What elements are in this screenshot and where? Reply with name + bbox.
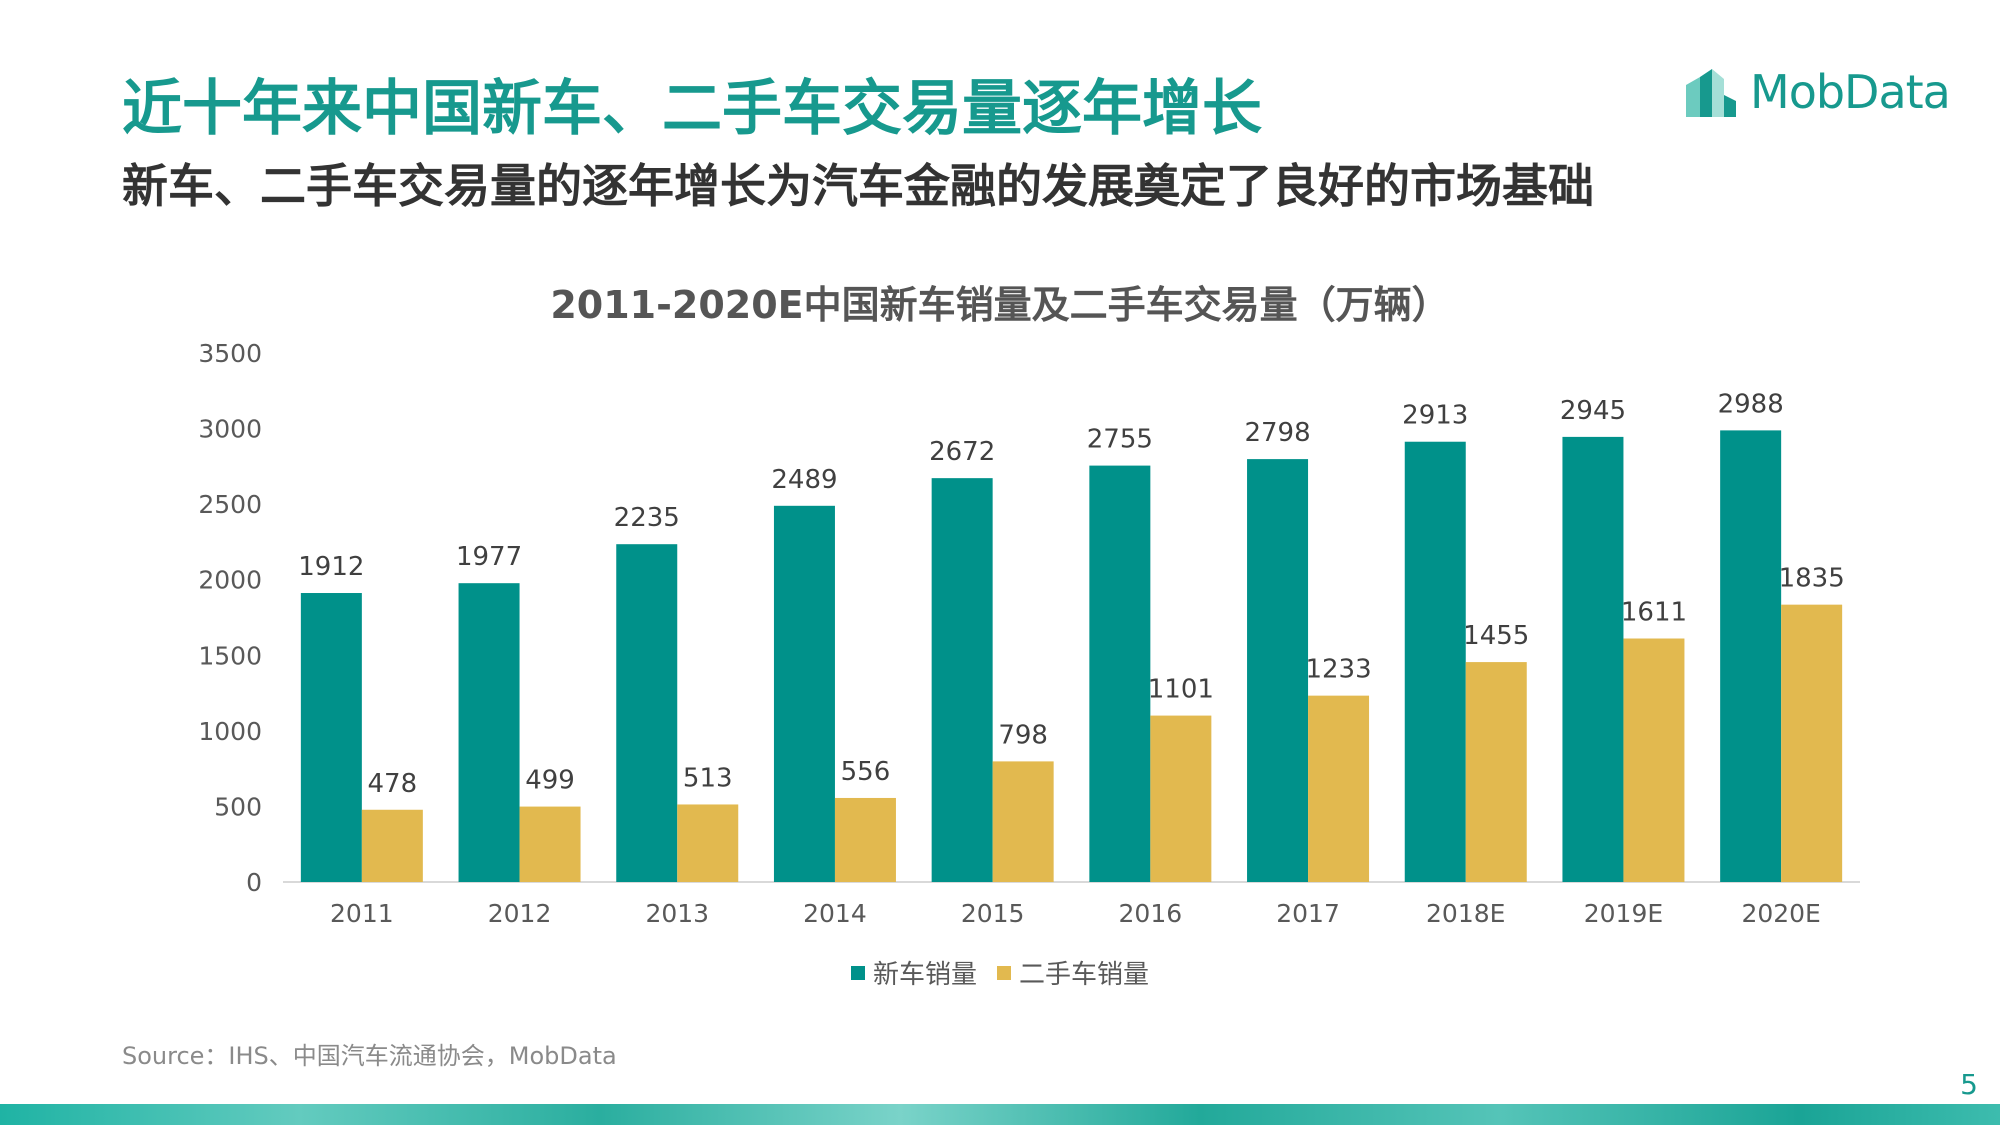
legend-label-used-car: 二手车销量: [1019, 960, 1150, 990]
bar-used-car: [677, 804, 739, 882]
data-label-new-car: 1912: [298, 552, 364, 582]
legend-swatch-new-car: [850, 965, 865, 980]
bar-used-car: [1623, 638, 1685, 882]
footer-bar: [0, 1104, 2000, 1125]
data-label-used-car: 1611: [1621, 598, 1687, 628]
chart-legend: 新车销量 二手车销量: [0, 954, 2000, 991]
y-tick-label: 0: [246, 868, 262, 897]
data-label-new-car: 2798: [1244, 418, 1310, 448]
y-tick-label: 2000: [198, 566, 262, 595]
data-label-used-car: 499: [525, 766, 575, 796]
bar-new-car: [1089, 465, 1151, 882]
page-number: 5: [1960, 1068, 1978, 1101]
bar-new-car: [300, 593, 362, 882]
logo-text: MobData: [1750, 65, 1951, 119]
data-label-new-car: 2755: [1087, 425, 1153, 455]
bar-chart: 0 500 1000 1500 2000 2500 3000 3500 1912 478 2011 1…: [198, 339, 1860, 928]
y-tick-label: 2500: [198, 490, 262, 519]
bar-new-car: [1720, 430, 1782, 882]
bar-new-car: [1404, 441, 1466, 882]
data-label-used-car: 1101: [1148, 675, 1214, 705]
data-label-new-car: 2913: [1402, 401, 1468, 431]
data-label-used-car: 556: [841, 757, 891, 787]
bar-new-car: [931, 478, 993, 882]
bar-used-car: [1465, 662, 1527, 882]
x-tick-label: 2013: [645, 899, 709, 928]
bar-used-car: [992, 761, 1054, 882]
data-label-used-car: 1233: [1305, 655, 1371, 685]
y-tick-label: 1500: [198, 641, 262, 670]
mobdata-logo: MobData: [1684, 62, 1951, 122]
chart-title: 2011-2020E中国新车销量及二手车交易量（万辆）: [550, 283, 1450, 327]
data-label-used-car: 478: [368, 769, 418, 799]
x-tick-label: 2015: [961, 899, 1025, 928]
x-tick-label: 2017: [1276, 899, 1340, 928]
bar-new-car: [616, 544, 678, 882]
data-label-new-car: 2235: [614, 503, 680, 533]
data-label-used-car: 513: [683, 763, 733, 793]
data-label-new-car: 2945: [1560, 396, 1626, 426]
data-label-new-car: 2988: [1718, 389, 1784, 419]
bar-used-car: [361, 809, 423, 882]
data-label-new-car: 2489: [771, 465, 837, 495]
bar-used-car: [1781, 604, 1843, 882]
x-tick-label: 2016: [1119, 899, 1183, 928]
bar-used-car: [519, 806, 581, 882]
legend-item-used-car: 二手车销量: [997, 954, 1149, 991]
y-tick-label: 500: [214, 792, 262, 821]
bar-new-car: [773, 505, 835, 882]
x-tick-label: 2020E: [1741, 899, 1820, 928]
x-tick-label: 2018E: [1426, 899, 1505, 928]
data-label-used-car: 1455: [1463, 621, 1529, 651]
x-tick-label: 2011: [330, 899, 394, 928]
page-subtitle: 新车、二手车交易量的逐年增长为汽车金融的发展奠定了良好的市场基础: [122, 159, 1594, 213]
y-tick-label: 3000: [198, 415, 262, 444]
data-label-used-car: 1835: [1779, 564, 1845, 594]
x-tick-label: 2014: [803, 899, 867, 928]
page-title: 近十年来中国新车、二手车交易量逐年增长: [122, 74, 1262, 144]
bar-new-car: [1562, 436, 1624, 882]
y-tick-label: 3500: [198, 339, 262, 368]
y-tick-label: 1000: [198, 717, 262, 746]
mobdata-logo-icon: [1686, 69, 1736, 117]
bar-new-car: [458, 583, 520, 882]
x-tick-label: 2019E: [1584, 899, 1663, 928]
bar-new-car: [1247, 459, 1309, 882]
source-note: Source：IHS、中国汽车流通协会，MobData: [122, 1042, 617, 1070]
data-label-used-car: 798: [998, 720, 1048, 750]
legend-label-new-car: 新车销量: [872, 960, 977, 990]
data-label-new-car: 1977: [456, 542, 522, 572]
bar-used-car: [1308, 695, 1370, 882]
x-tick-label: 2012: [488, 899, 552, 928]
bar-used-car: [834, 797, 896, 882]
legend-item-new-car: 新车销量: [850, 954, 977, 991]
data-label-new-car: 2672: [929, 437, 995, 467]
legend-swatch-used-car: [997, 965, 1011, 980]
bar-used-car: [1150, 715, 1212, 882]
